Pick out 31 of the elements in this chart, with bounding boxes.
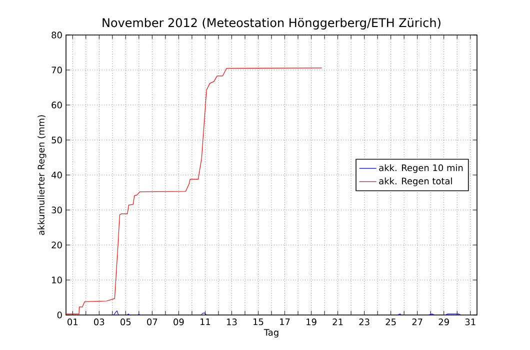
y-tick-label: 50 bbox=[52, 136, 62, 144]
y-tick-label: 40 bbox=[52, 172, 62, 178]
x-tick-label: 19 bbox=[306, 318, 316, 326]
x-tick-label: 09 bbox=[174, 318, 184, 326]
x-tick-label: 05 bbox=[120, 318, 131, 326]
y-tick-label: 70 bbox=[52, 66, 62, 74]
y-tick-label: 60 bbox=[52, 102, 62, 108]
y-axis-title: akkumulierter Regen (mm) bbox=[38, 115, 46, 235]
x-tick-label: 13 bbox=[227, 318, 237, 326]
line-series bbox=[66, 68, 322, 314]
x-axis-title: Tag bbox=[264, 329, 278, 338]
legend-label: akk. Regen 10 min bbox=[379, 164, 463, 173]
x-tick-label: 11 bbox=[200, 318, 210, 326]
y-tick-label: 0 bbox=[57, 312, 62, 318]
y-tick-label: 30 bbox=[52, 206, 62, 214]
y-tick-label: 80 bbox=[52, 32, 62, 38]
legend-label: akk. Regen total bbox=[379, 177, 452, 186]
x-tick-label: 07 bbox=[147, 318, 158, 326]
x-tick-label: 31 bbox=[465, 318, 476, 326]
chart-title: November 2012 (Meteostation Hönggerberg/ETH Zürich) bbox=[102, 18, 440, 30]
y-tick-label: 10 bbox=[52, 276, 62, 284]
x-tick-label: 23 bbox=[359, 318, 370, 326]
x-tick-label: 29 bbox=[438, 318, 449, 326]
x-tick-label: 03 bbox=[94, 318, 104, 326]
x-tick-label: 27 bbox=[412, 318, 422, 326]
x-tick-label: 21 bbox=[332, 318, 343, 326]
x-tick-label: 01 bbox=[68, 318, 78, 326]
x-tick-label: 25 bbox=[386, 318, 396, 326]
x-tick-label: 15 bbox=[254, 318, 264, 326]
y-tick-label: 20 bbox=[52, 242, 62, 248]
x-tick-label: 17 bbox=[280, 318, 290, 326]
